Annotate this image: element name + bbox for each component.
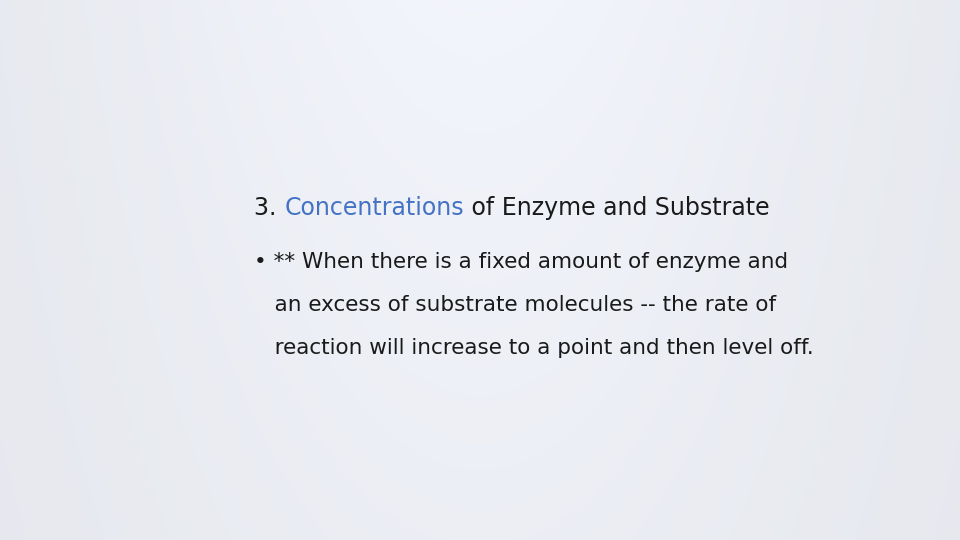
Text: reaction will increase to a point and then level off.: reaction will increase to a point and th… bbox=[254, 338, 814, 359]
Text: • ** When there is a fixed amount of enzyme and: • ** When there is a fixed amount of enz… bbox=[254, 252, 788, 272]
Text: an excess of substrate molecules -- the rate of: an excess of substrate molecules -- the … bbox=[254, 295, 777, 315]
Text: Concentrations: Concentrations bbox=[284, 196, 464, 220]
Text: of Enzyme and Substrate: of Enzyme and Substrate bbox=[464, 196, 770, 220]
Text: 3.: 3. bbox=[254, 196, 284, 220]
